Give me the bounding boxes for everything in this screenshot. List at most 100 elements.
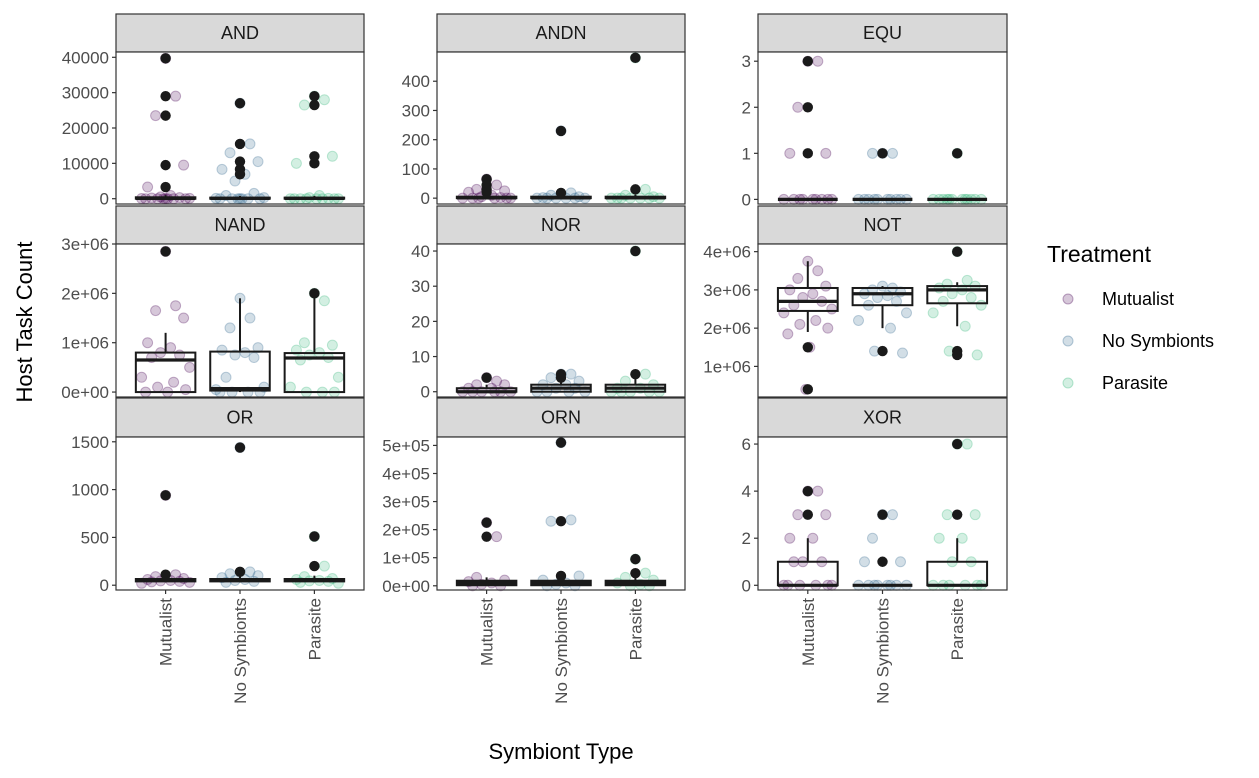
y-tick-label: 3e+06 xyxy=(61,235,109,254)
box-iqr xyxy=(283,352,346,394)
jitter-point xyxy=(619,375,631,387)
jitter-point xyxy=(178,312,190,324)
jitter-point xyxy=(784,284,796,296)
jitter-point xyxy=(941,509,953,521)
outlier-point xyxy=(630,368,641,380)
box-mutualist xyxy=(455,384,518,394)
x-tick-label: Parasite xyxy=(948,598,967,660)
y-axis-title: Host Task Count xyxy=(12,241,37,402)
jitter-point xyxy=(933,532,945,544)
outlier-point xyxy=(160,110,171,121)
outlier-point xyxy=(802,509,813,520)
outlier-point xyxy=(309,158,320,169)
panel-andn: ANDN 0 100 200 300 400 xyxy=(402,13,686,208)
outlier-point xyxy=(630,553,641,565)
y-tick-label: 2 xyxy=(742,529,751,548)
y-tick-label: 30 xyxy=(411,277,430,296)
jitter-point xyxy=(573,570,585,582)
jitter-point xyxy=(812,485,824,497)
jitter-point xyxy=(639,368,651,380)
jitter-point xyxy=(807,288,819,300)
outlier-point xyxy=(160,569,171,580)
y-tick-label: 10000 xyxy=(62,154,109,173)
y-tick-label: 300 xyxy=(402,101,430,120)
outlier-point xyxy=(630,567,641,579)
outlier-point xyxy=(555,516,567,527)
outlier-point xyxy=(160,181,171,193)
facet-strip xyxy=(757,13,1008,53)
y-tick-label: 20 xyxy=(411,312,430,331)
jitter-point xyxy=(573,375,585,387)
outlier-point xyxy=(952,349,963,361)
jitter-point xyxy=(956,532,968,544)
y-tick-label: 20000 xyxy=(62,119,109,138)
y-tick-label: 1e+06 xyxy=(703,357,751,376)
box-no-symbionts xyxy=(209,298,271,393)
y-tick-label: 2e+05 xyxy=(382,521,430,540)
jitter-point xyxy=(826,303,838,315)
y-tick-label: 4e+06 xyxy=(703,243,751,262)
outlier-point xyxy=(877,556,888,567)
jitter-point xyxy=(901,307,912,319)
jitter-point xyxy=(820,280,832,292)
outlier-point xyxy=(802,148,813,159)
box-no-symbionts xyxy=(209,195,271,200)
y-tick-label: 0 xyxy=(421,189,430,208)
jitter-point xyxy=(794,318,806,330)
legend-label: Parasite xyxy=(1102,373,1168,393)
jitter-point xyxy=(180,384,192,396)
facet-panels: AND010000200003000040000ANDN010020030040… xyxy=(61,13,1008,596)
outlier-point xyxy=(481,187,492,198)
outlier-point xyxy=(952,246,963,257)
outlier-point xyxy=(234,566,246,578)
jitter-point xyxy=(150,305,162,317)
legend-entry-no-symbionts: No Symbionts xyxy=(1062,331,1214,351)
jitter-point xyxy=(326,150,338,162)
panel-background xyxy=(758,52,1007,204)
outlier-point xyxy=(160,53,171,64)
jitter-point xyxy=(220,371,232,383)
legend-label: Mutualist xyxy=(1102,289,1174,309)
outlier-point xyxy=(802,384,813,395)
y-tick-label: 0 xyxy=(100,190,109,209)
outlier-point xyxy=(802,102,813,113)
jitter-point xyxy=(491,531,503,543)
box-iqr xyxy=(851,286,914,307)
panel-background xyxy=(116,437,364,590)
outlier-point xyxy=(952,148,963,159)
jitter-point xyxy=(298,337,310,349)
jitter-point xyxy=(252,342,264,354)
outlier-point xyxy=(877,509,888,520)
panel-border xyxy=(436,243,686,398)
box-parasite xyxy=(604,194,667,200)
facet-strip-label: NOT xyxy=(864,215,902,235)
facet-strip-label: ANDN xyxy=(535,23,586,43)
legend-key xyxy=(1062,377,1074,389)
jitter-point xyxy=(216,344,228,356)
box-mutualist xyxy=(134,332,197,394)
box-iqr xyxy=(776,286,839,312)
outlier-point xyxy=(309,531,320,542)
outlier-point xyxy=(160,159,171,171)
jitter-point xyxy=(887,147,898,159)
outlier-point xyxy=(309,560,320,572)
y-tick-label: 2e+06 xyxy=(703,319,751,338)
jitter-point xyxy=(810,315,822,326)
legend-key xyxy=(1062,335,1074,347)
jitter-point xyxy=(867,532,878,544)
jitter-point xyxy=(184,361,196,373)
jitter-point xyxy=(812,265,824,277)
jitter-point xyxy=(224,147,236,159)
facet-strip xyxy=(436,205,686,245)
facet-strip-label: EQU xyxy=(863,23,902,43)
outlier-point xyxy=(160,490,171,501)
legend-entry-parasite: Parasite xyxy=(1062,373,1168,393)
jitter-point xyxy=(971,349,983,361)
legend-title: Treatment xyxy=(1047,241,1152,267)
box-mutualist xyxy=(455,577,518,587)
box-no-symbionts xyxy=(209,575,271,583)
box-parasite xyxy=(604,577,667,587)
panel-nand: NAND 0e+00 1e+06 2e+06 3e+06 xyxy=(61,205,365,402)
facet-strip xyxy=(115,205,365,245)
